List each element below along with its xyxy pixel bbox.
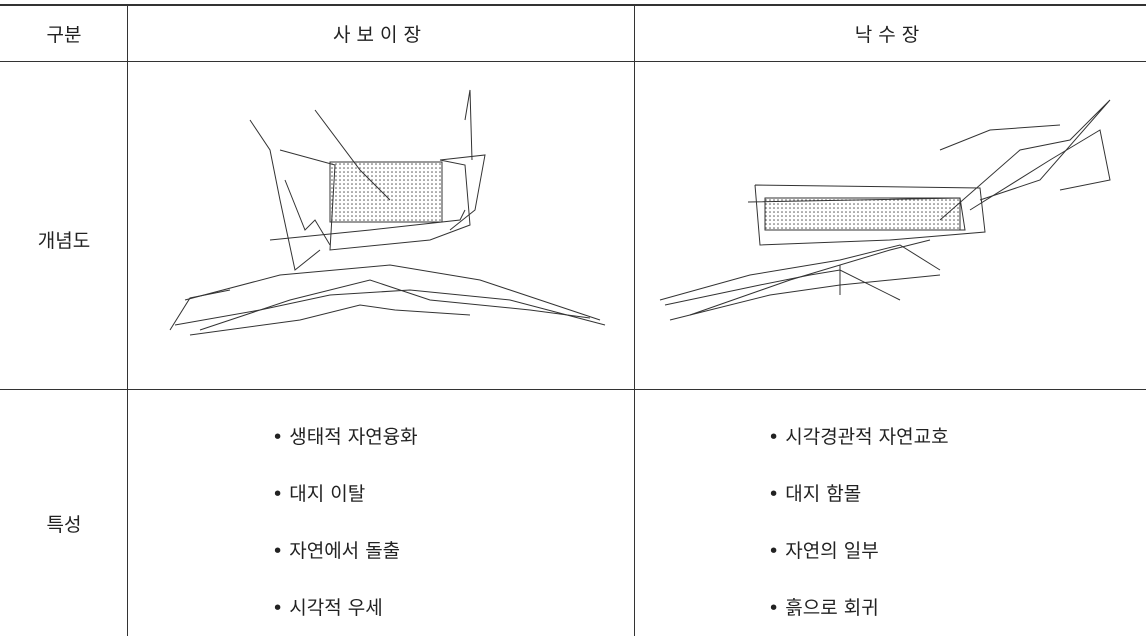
header-cell: 낙수장 xyxy=(854,24,926,46)
list-item: • 시각적 우세 xyxy=(272,597,383,619)
list-item: • 자연의 일부 xyxy=(768,540,879,562)
sketch-fallingwater xyxy=(659,99,1111,321)
list-item: • 대지 이탈 xyxy=(272,483,366,505)
header-border xyxy=(0,61,1146,62)
list-item: • 대지 함몰 xyxy=(768,483,862,505)
list-item: • 자연에서 돌출 xyxy=(272,540,401,562)
row-border xyxy=(0,389,1146,390)
row-label: 특성 xyxy=(46,514,82,536)
list-item: • 생태적 자연융화 xyxy=(272,426,418,448)
header-cell: 구분 xyxy=(46,24,82,46)
list-item: • 흙으로 회귀 xyxy=(768,597,879,619)
top-border xyxy=(0,4,1146,6)
column-border xyxy=(634,5,635,636)
header-cell: 사보이장 xyxy=(333,24,427,46)
column-border xyxy=(127,5,128,636)
list-item: • 시각경관적 자연교호 xyxy=(768,426,949,448)
row-label: 개념도 xyxy=(37,230,91,252)
sketch-savoye xyxy=(169,89,606,336)
